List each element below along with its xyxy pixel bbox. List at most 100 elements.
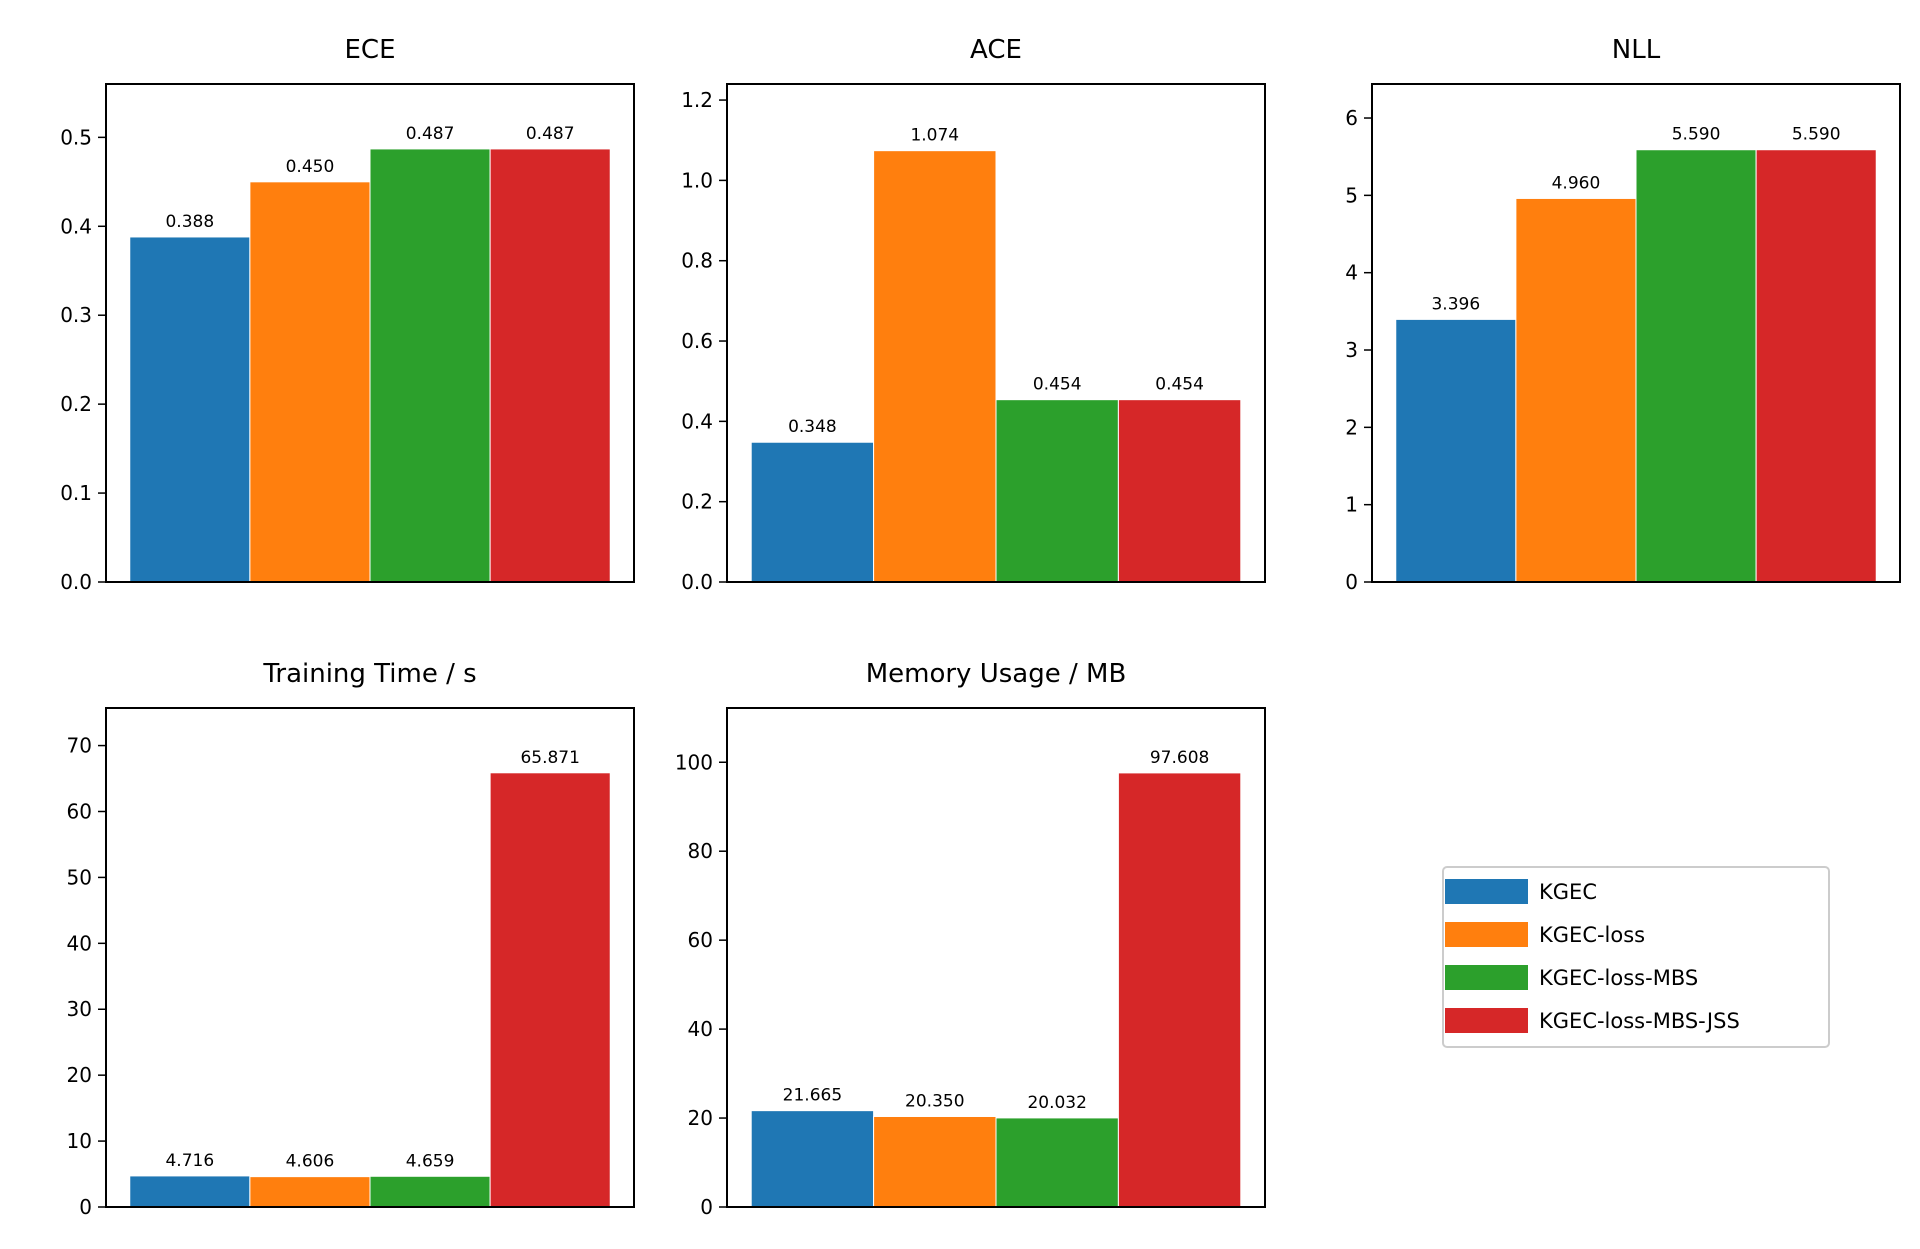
training-time-s-y-tick-label: 20 xyxy=(67,1063,92,1087)
nll-y-tick-label: 2 xyxy=(1345,415,1358,439)
ece-y-tick-label: 0.1 xyxy=(60,481,92,505)
training-time-s-title: Training Time / s xyxy=(262,659,476,689)
ece-y-tick-label: 0.3 xyxy=(60,303,92,327)
memory-usage-mb-bar-kgec-loss xyxy=(873,1115,997,1208)
nll-axes-frame xyxy=(1371,83,1901,583)
ece-y-tick-label: 0.0 xyxy=(60,570,92,594)
ace-axes-frame xyxy=(726,83,1266,583)
training-time-s-bar-kgec-loss xyxy=(249,1176,371,1208)
ece-bar-kgec-loss-mbs xyxy=(369,148,491,583)
ace-bar-kgec xyxy=(750,441,875,583)
training-time-s-y-tick-label: 30 xyxy=(67,997,92,1021)
ace-chart: ACE 0.348 1.074 0.454 0.454 0.0 0.2 0.4 0.6 0.8 1.… xyxy=(681,35,1266,594)
training-time-s-y-tick-label: 70 xyxy=(67,734,92,758)
legend-swatch-kgec-loss xyxy=(1445,922,1528,947)
training-time-s-bar-kgec xyxy=(129,1175,251,1208)
training-time-s-chart: Training Time / s 4.716 4.606 4.659 65.871 0 1… xyxy=(67,659,635,1219)
training-time-s-data-label-kgec-loss-mbs-jss: 65.871 xyxy=(520,748,579,768)
legend-label-kgec-loss: KGEC-loss xyxy=(1539,923,1645,947)
memory-usage-mb-title: Memory Usage / MB xyxy=(866,659,1127,689)
legend: KGEC KGEC-loss KGEC-loss-MBS KGEC-loss-MBS-… xyxy=(1442,866,1830,1048)
ece-y-tick-label: 0.4 xyxy=(60,214,92,238)
ece-y-tick-label: 0.2 xyxy=(60,392,92,416)
memory-usage-mb-y-tick-label: 80 xyxy=(688,839,713,863)
legend-swatch-kgec-loss-mbs xyxy=(1445,965,1528,990)
ace-bar-kgec-loss xyxy=(873,150,997,583)
memory-usage-mb-y-tick-label: 60 xyxy=(688,928,713,952)
legend-label-kgec-loss-mbs-jss: KGEC-loss-MBS-JSS xyxy=(1539,1009,1740,1033)
training-time-s-data-label-kgec: 4.716 xyxy=(165,1151,214,1171)
ace-y-tick-label: 0.2 xyxy=(681,490,713,514)
memory-usage-mb-y-tick-label: 0 xyxy=(700,1195,713,1219)
memory-usage-mb-axes-frame xyxy=(726,707,1266,1208)
memory-usage-mb-chart: Memory Usage / MB 21.665 20.350 20.032 97.60… xyxy=(675,659,1266,1219)
nll-y-tick-label: 3 xyxy=(1345,338,1358,362)
nll-title: NLL xyxy=(1612,35,1661,65)
nll-y-tick-label: 6 xyxy=(1345,106,1358,130)
training-time-s-y-tick-label: 50 xyxy=(67,865,92,889)
training-time-s-y-tick-label: 40 xyxy=(67,931,92,955)
ace-data-label-kgec-loss: 1.074 xyxy=(910,126,959,146)
memory-usage-mb-data-label-kgec-loss-mbs-jss: 97.608 xyxy=(1150,748,1209,768)
memory-usage-mb-data-label-kgec-loss: 20.350 xyxy=(905,1091,964,1111)
nll-bar-kgec-loss-mbs xyxy=(1635,149,1757,583)
training-time-s-y-tick-label: 0 xyxy=(79,1195,92,1219)
ece-axes-frame xyxy=(105,83,635,583)
nll-bar-kgec xyxy=(1395,318,1517,583)
legend-swatch-kgec-loss-mbs-jss xyxy=(1445,1008,1528,1033)
training-time-s-data-label-kgec-loss-mbs: 4.659 xyxy=(406,1151,455,1171)
training-time-s-y-tick-label: 10 xyxy=(67,1129,92,1153)
training-time-s-bar-kgec-loss-mbs xyxy=(369,1175,491,1208)
training-time-s-bar-kgec-loss-mbs-jss xyxy=(489,772,611,1208)
ece-data-label-kgec-loss: 0.450 xyxy=(286,157,335,177)
training-time-s-y-tick-label: 60 xyxy=(67,799,92,823)
memory-usage-mb-bar-kgec-loss-mbs-jss xyxy=(1117,772,1242,1208)
training-time-s-data-label-kgec-loss: 4.606 xyxy=(286,1152,335,1172)
legend-box xyxy=(1442,866,1830,1048)
nll-data-label-kgec-loss: 4.960 xyxy=(1552,173,1601,193)
training-time-s-axes-frame xyxy=(105,707,635,1208)
ace-y-tick-label: 0.8 xyxy=(681,249,713,273)
ece-bar-kgec-loss xyxy=(249,181,371,583)
memory-usage-mb-y-tick-label: 40 xyxy=(688,1017,713,1041)
ece-chart: ECE 0.388 0.450 0.487 0.487 0.0 0.1 0.2 0.3 0.4 0.… xyxy=(60,35,635,594)
ece-bar-kgec-loss-mbs-jss xyxy=(489,148,611,583)
legend-swatch-kgec xyxy=(1445,879,1528,904)
nll-data-label-kgec: 3.396 xyxy=(1431,294,1480,314)
ece-y-tick-label: 0.5 xyxy=(60,125,92,149)
ace-y-tick-label: 1.2 xyxy=(681,88,713,112)
memory-usage-mb-data-label-kgec: 21.665 xyxy=(783,1086,842,1106)
nll-data-label-kgec-loss-mbs-jss: 5.590 xyxy=(1792,125,1841,145)
ace-y-tick-label: 0.0 xyxy=(681,570,713,594)
legend-label-kgec: KGEC xyxy=(1539,880,1597,904)
ece-data-label-kgec-loss-mbs-jss: 0.487 xyxy=(526,124,575,144)
memory-usage-mb-y-tick-label: 20 xyxy=(688,1106,713,1130)
nll-y-tick-label: 4 xyxy=(1345,261,1358,285)
ece-bar-kgec xyxy=(129,236,251,583)
ece-data-label-kgec-loss-mbs: 0.487 xyxy=(406,124,455,144)
ace-data-label-kgec-loss-mbs-jss: 0.454 xyxy=(1155,375,1204,395)
nll-y-tick-label: 5 xyxy=(1345,183,1358,207)
memory-usage-mb-y-tick-label: 100 xyxy=(675,750,713,774)
legend-label-kgec-loss-mbs: KGEC-loss-MBS xyxy=(1539,966,1698,990)
nll-y-tick-label: 0 xyxy=(1345,570,1358,594)
memory-usage-mb-data-label-kgec-loss-mbs: 20.032 xyxy=(1027,1093,1086,1113)
memory-usage-mb-bar-kgec xyxy=(750,1110,875,1208)
ace-title: ACE xyxy=(970,35,1022,65)
ace-y-tick-label: 0.6 xyxy=(681,329,713,353)
ace-bar-kgec-loss-mbs-jss xyxy=(1117,399,1242,583)
ece-data-label-kgec: 0.388 xyxy=(165,212,214,232)
ece-title: ECE xyxy=(344,35,395,65)
ace-data-label-kgec: 0.348 xyxy=(788,417,837,437)
nll-y-tick-label: 1 xyxy=(1345,493,1358,517)
ace-bar-kgec-loss-mbs xyxy=(995,399,1119,583)
nll-bar-kgec-loss-mbs-jss xyxy=(1755,149,1877,583)
nll-data-label-kgec-loss-mbs: 5.590 xyxy=(1672,125,1721,145)
memory-usage-mb-bar-kgec-loss-mbs xyxy=(995,1117,1119,1208)
nll-bar-kgec-loss xyxy=(1515,197,1637,583)
ace-y-tick-label: 0.4 xyxy=(681,409,713,433)
ace-data-label-kgec-loss-mbs: 0.454 xyxy=(1033,375,1082,395)
nll-chart: NLL 3.396 4.960 5.590 5.590 0 1 2 3 4 5 6 xyxy=(1345,35,1901,594)
